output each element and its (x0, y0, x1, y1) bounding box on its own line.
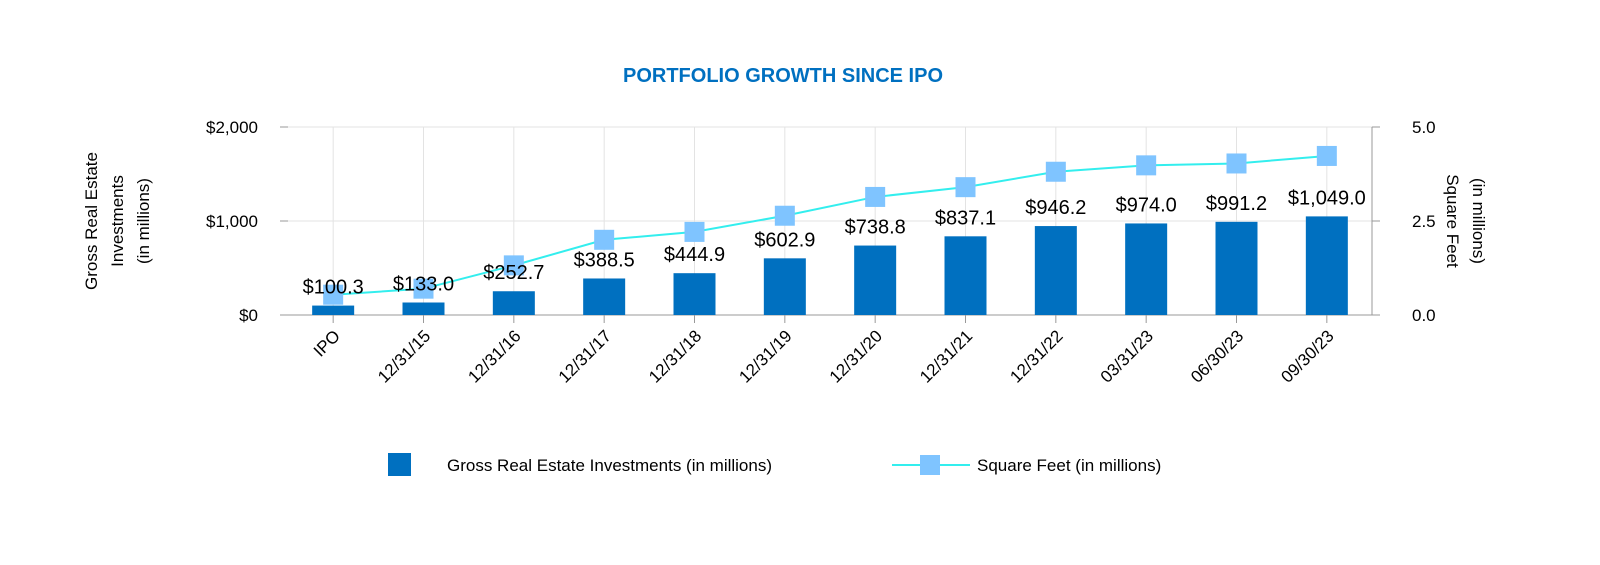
bar (854, 245, 897, 315)
bar-data-label: $1,049.0 (1288, 187, 1366, 209)
square-feet-line (333, 154, 1327, 296)
bar (1125, 223, 1168, 315)
x-tick-label: 12/31/17 (555, 326, 615, 386)
square-feet-marker (1045, 161, 1066, 182)
left-tick-label: $0 (239, 306, 258, 325)
left-axis-label: (in millions) (134, 178, 153, 264)
bar (1215, 221, 1258, 315)
x-tick-label: 06/30/23 (1187, 326, 1247, 386)
square-feet-marker (684, 221, 705, 242)
square-feet-marker (1136, 155, 1157, 176)
square-feet-marker (323, 284, 344, 305)
left-axis-label: Investments (108, 175, 127, 267)
right-axis-label: (in millions) (1469, 178, 1488, 264)
legend-line-label: Square Feet (in millions) (977, 456, 1161, 475)
right-tick-label: 5.0 (1412, 118, 1436, 137)
right-tick-label: 0.0 (1412, 306, 1436, 325)
square-feet-marker (955, 177, 976, 198)
bar-data-label: $444.9 (664, 244, 725, 266)
square-feet-marker (1316, 145, 1337, 166)
bar (673, 273, 716, 315)
bar (402, 302, 445, 315)
x-tick-label: 12/31/15 (374, 326, 434, 386)
bar-data-label: $388.5 (574, 249, 635, 271)
bar (1305, 216, 1348, 315)
x-tick-label: 12/31/19 (735, 326, 795, 386)
bar (1034, 226, 1077, 315)
left-tick-label: $2,000 (206, 118, 258, 137)
bar-data-label: $100.3 (303, 277, 364, 299)
x-tick-label: 12/31/21 (916, 326, 976, 386)
bar-data-label: $738.8 (845, 217, 906, 239)
bar-data-label: $602.9 (754, 229, 815, 251)
legend-line-marker (920, 455, 940, 475)
square-feet-marker (594, 229, 615, 250)
square-feet-marker (774, 205, 795, 226)
x-tick-label: 12/31/18 (645, 326, 705, 386)
bar-data-label: $837.1 (935, 207, 996, 229)
left-axis-label: Gross Real Estate (82, 152, 101, 290)
x-tick-label: 03/31/23 (1097, 326, 1157, 386)
chart-title: PORTFOLIO GROWTH SINCE IPO (623, 65, 943, 87)
bar-data-label: $252.7 (483, 262, 544, 284)
x-tick-label: 12/31/22 (1006, 326, 1066, 386)
legend-bar-swatch (388, 453, 411, 476)
square-feet-marker (865, 186, 886, 207)
bar (492, 291, 535, 315)
left-tick-label: $1,000 (206, 212, 258, 231)
bar-data-label: $133.0 (393, 273, 454, 295)
legend-bar-label: Gross Real Estate Investments (in millio… (447, 456, 772, 475)
bar-data-label: $946.2 (1025, 197, 1086, 219)
x-tick-label: IPO (310, 326, 344, 360)
square-feet-marker (413, 278, 434, 299)
bar-data-label: $991.2 (1206, 193, 1267, 215)
bar (312, 305, 355, 315)
x-tick-label: 09/30/23 (1277, 326, 1337, 386)
right-tick-label: 2.5 (1412, 212, 1436, 231)
bar (944, 236, 987, 315)
bar (763, 258, 806, 315)
x-tick-label: 12/31/20 (826, 326, 886, 386)
right-axis-label: Square Feet (1443, 174, 1462, 268)
bar-data-label: $974.0 (1116, 194, 1177, 216)
bar (583, 278, 626, 315)
x-tick-label: 12/31/16 (464, 326, 524, 386)
square-feet-marker (1226, 153, 1247, 174)
square-feet-marker (503, 255, 524, 276)
